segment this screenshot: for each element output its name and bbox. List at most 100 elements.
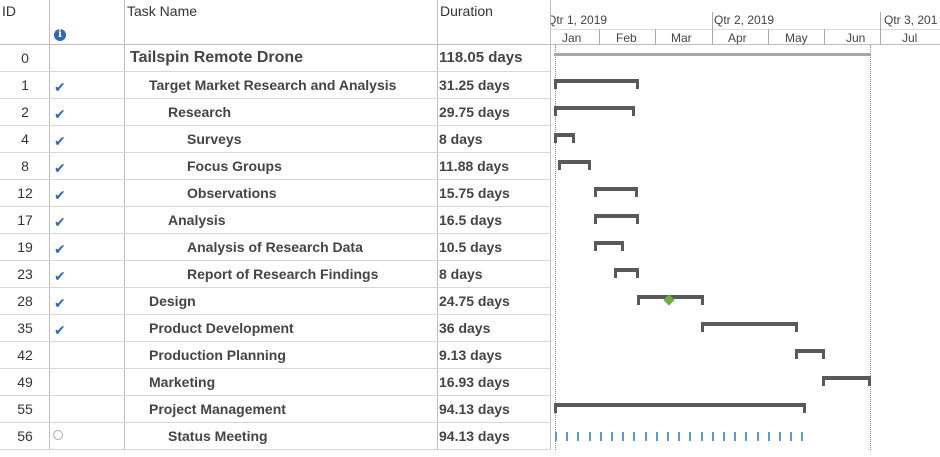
duration-column-divider xyxy=(438,0,551,450)
table-row[interactable]: 4 ✔ Surveys 8 days xyxy=(0,126,551,153)
complete-check-icon: ✔ xyxy=(54,160,66,176)
table-row[interactable]: 19 ✔ Analysis of Research Data 10.5 days xyxy=(0,234,551,261)
recurring-occurrence[interactable] xyxy=(611,432,613,441)
task-name[interactable]: Analysis xyxy=(168,212,226,228)
recurring-occurrence[interactable] xyxy=(756,432,759,441)
task-bar-12[interactable] xyxy=(594,187,638,197)
table-row[interactable]: 8 ✔ Focus Groups 11.88 days xyxy=(0,153,551,180)
quarter-label: Qtr 2, 2019 xyxy=(714,13,775,27)
table-row[interactable]: 35 ✔ Product Development 36 days xyxy=(0,315,551,342)
task-name[interactable]: Product Development xyxy=(149,320,294,336)
task-duration[interactable]: 8 days xyxy=(439,131,483,147)
task-id: 12 xyxy=(17,185,33,201)
task-duration[interactable]: 16.5 days xyxy=(439,212,503,228)
recurring-occurrence[interactable] xyxy=(577,432,580,441)
id-column-divider xyxy=(0,0,50,450)
task-id: 4 xyxy=(21,131,29,147)
info-icon[interactable]: i xyxy=(54,29,66,41)
task-bar-4[interactable] xyxy=(554,133,575,143)
table-row[interactable]: 17 ✔ Analysis 16.5 days xyxy=(0,207,551,234)
task-bar-35[interactable] xyxy=(701,322,798,332)
table-row[interactable]: 0 Tailspin Remote Drone 118.05 days xyxy=(0,45,551,72)
task-bar-2[interactable] xyxy=(554,106,635,116)
table-row[interactable]: 42 Production Planning 9.13 days xyxy=(0,342,551,369)
recurring-occurrence[interactable] xyxy=(790,432,793,441)
task-bar-8[interactable] xyxy=(558,160,591,170)
task-duration[interactable]: 8 days xyxy=(439,266,483,282)
task-name[interactable]: Observations xyxy=(187,185,277,201)
table-row[interactable]: 23 ✔ Report of Research Findings 8 days xyxy=(0,261,551,288)
recurring-occurrence[interactable] xyxy=(723,432,725,441)
table-row[interactable]: 12 ✔ Observations 15.75 days xyxy=(0,180,551,207)
recurring-occurrence[interactable] xyxy=(566,432,569,441)
task-name[interactable]: Design xyxy=(149,293,196,309)
task-name[interactable]: Report of Research Findings xyxy=(187,266,379,282)
table-row[interactable]: 49 Marketing 16.93 days xyxy=(0,369,551,396)
month-label: Jan xyxy=(562,31,582,45)
task-bar-19[interactable] xyxy=(594,241,624,251)
recurring-occurrence[interactable] xyxy=(801,432,804,441)
task-duration[interactable]: 15.75 days xyxy=(439,185,510,201)
recurring-occurrence[interactable] xyxy=(767,432,770,441)
recurring-occurrence[interactable] xyxy=(734,432,737,441)
task-name[interactable]: Marketing xyxy=(149,374,216,390)
recurring-occurrence[interactable] xyxy=(700,432,703,441)
recurring-occurrence[interactable] xyxy=(711,432,714,441)
recurring-occurrence[interactable] xyxy=(633,432,636,441)
task-duration[interactable]: 11.88 days xyxy=(439,158,510,174)
recurring-occurrence[interactable] xyxy=(678,432,681,441)
table-row[interactable]: 56 Status Meeting 94.13 days xyxy=(0,423,551,450)
recurring-occurrence[interactable] xyxy=(588,432,591,441)
name-column-divider xyxy=(125,0,438,450)
task-duration[interactable]: 94.13 days xyxy=(439,428,510,444)
complete-check-icon: ✔ xyxy=(54,187,66,203)
duration-column-header[interactable]: Duration xyxy=(440,3,493,19)
recurring-occurrence[interactable] xyxy=(644,432,647,441)
recurring-occurrence[interactable] xyxy=(622,432,625,441)
task-name[interactable]: Tailspin Remote Drone xyxy=(130,49,304,66)
task-duration[interactable]: 36 days xyxy=(439,320,491,336)
task-bar-23[interactable] xyxy=(614,268,639,278)
task-duration[interactable]: 31.25 days xyxy=(439,77,510,93)
task-bar-1[interactable] xyxy=(554,79,639,89)
id-column-header[interactable]: ID xyxy=(2,3,16,19)
task-duration[interactable]: 10.5 days xyxy=(439,239,503,255)
task-id: 55 xyxy=(17,401,33,417)
task-name[interactable]: Project Management xyxy=(149,401,286,417)
task-bar-42[interactable] xyxy=(795,349,825,359)
task-duration[interactable]: 24.75 days xyxy=(439,293,510,309)
recurring-occurrence[interactable] xyxy=(655,432,658,441)
table-row[interactable]: 28 ✔ Design 24.75 days xyxy=(0,288,551,315)
recurring-occurrence[interactable] xyxy=(599,432,602,441)
recurring-occurrence[interactable] xyxy=(555,432,557,441)
recurring-occurrence[interactable] xyxy=(689,432,692,441)
task-name[interactable]: Status Meeting xyxy=(168,428,268,444)
task-id: 2 xyxy=(21,104,29,120)
quarter-label: Qtr 1, 2019 xyxy=(551,13,608,27)
task-name[interactable]: Production Planning xyxy=(149,347,286,363)
task-bar-49[interactable] xyxy=(822,376,871,386)
recurring-occurrence[interactable] xyxy=(745,432,748,441)
timescale-header: Qtr 1, 2019 Qtr 2, 2019 Qtr 3, 201 Jan F… xyxy=(551,0,940,45)
task-name[interactable]: Target Market Research and Analysis xyxy=(149,77,397,93)
task-name[interactable]: Analysis of Research Data xyxy=(187,239,363,255)
task-bar-17[interactable] xyxy=(594,214,639,224)
gantt-chart: Qtr 1, 2019 Qtr 2, 2019 Qtr 3, 201 Jan F… xyxy=(551,0,940,450)
task-duration[interactable]: 29.75 days xyxy=(439,104,510,120)
recurring-occurrence[interactable] xyxy=(667,432,669,441)
task-duration[interactable]: 118.05 days xyxy=(439,49,523,66)
table-row[interactable]: 2 ✔ Research 29.75 days xyxy=(0,99,551,126)
task-duration[interactable]: 9.13 days xyxy=(439,347,503,363)
table-row[interactable]: 1 ✔ Target Market Research and Analysis 31.… xyxy=(0,72,551,99)
task-duration[interactable]: 16.93 days xyxy=(439,374,510,390)
table-row[interactable]: 55 Project Management 94.13 days xyxy=(0,396,551,423)
task-name-column-header[interactable]: Task Name xyxy=(127,3,198,19)
project-summary-bar[interactable] xyxy=(554,53,871,56)
task-name[interactable]: Surveys xyxy=(187,131,242,147)
recurring-occurrence[interactable] xyxy=(779,432,781,441)
task-duration[interactable]: 94.13 days xyxy=(439,401,510,417)
task-name[interactable]: Research xyxy=(168,104,232,120)
task-name[interactable]: Focus Groups xyxy=(187,158,282,174)
task-bar-55[interactable] xyxy=(554,403,806,413)
task-id: 0 xyxy=(21,50,29,66)
